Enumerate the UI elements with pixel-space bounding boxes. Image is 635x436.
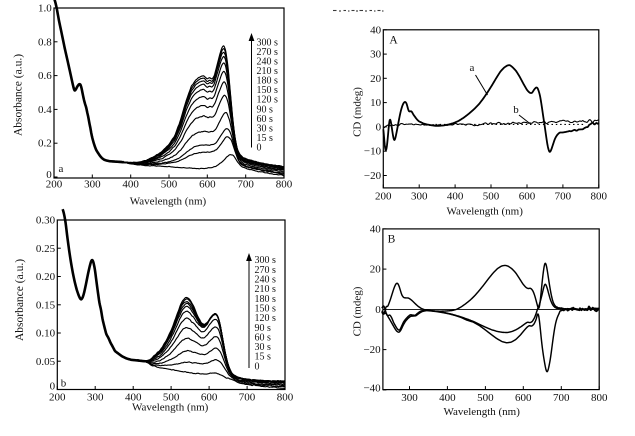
svg-text:800: 800 — [277, 391, 294, 403]
svg-text:a: a — [59, 163, 64, 175]
svg-text:40: 40 — [370, 24, 382, 36]
svg-text:0: 0 — [257, 142, 262, 153]
svg-text:800: 800 — [276, 179, 293, 191]
svg-text:180 s: 180 s — [257, 76, 279, 87]
svg-text:40: 40 — [370, 223, 382, 235]
svg-text:400: 400 — [122, 179, 139, 191]
svg-text:0: 0 — [375, 304, 381, 316]
svg-text:300: 300 — [411, 190, 428, 202]
svg-text:600: 600 — [515, 392, 532, 404]
svg-text:150 s: 150 s — [257, 85, 279, 96]
svg-text:0.8: 0.8 — [38, 36, 52, 48]
svg-text:150 s: 150 s — [255, 303, 277, 314]
svg-text:400: 400 — [439, 392, 456, 404]
svg-text:0: 0 — [46, 169, 52, 181]
svg-text:210 s: 210 s — [257, 66, 279, 77]
svg-text:20: 20 — [370, 73, 382, 85]
svg-text:0.20: 0.20 — [36, 271, 56, 283]
svg-text:0.6: 0.6 — [38, 70, 52, 82]
svg-text:Wavelength (nm): Wavelength (nm) — [130, 196, 207, 208]
svg-text:0: 0 — [376, 121, 382, 133]
svg-text:−10: −10 — [364, 146, 382, 158]
svg-text:15 s: 15 s — [257, 133, 274, 144]
svg-text:300: 300 — [401, 392, 418, 404]
svg-text:240 s: 240 s — [255, 275, 277, 286]
svg-text:240 s: 240 s — [257, 57, 279, 68]
svg-text:b: b — [61, 378, 67, 390]
svg-text:120 s: 120 s — [257, 95, 279, 106]
svg-text:−20: −20 — [364, 170, 382, 182]
svg-text:0.05: 0.05 — [36, 356, 56, 368]
svg-text:600: 600 — [201, 391, 218, 403]
svg-text:700: 700 — [553, 392, 570, 404]
svg-text:20: 20 — [370, 264, 382, 276]
svg-text:500: 500 — [477, 392, 494, 404]
svg-text:200: 200 — [49, 391, 66, 403]
svg-text:10: 10 — [370, 97, 382, 109]
svg-text:600: 600 — [199, 179, 216, 191]
svg-text:A: A — [389, 35, 398, 47]
svg-text:90 s: 90 s — [257, 104, 274, 115]
svg-text:800: 800 — [591, 392, 608, 404]
svg-text:800: 800 — [591, 190, 608, 202]
svg-text:500: 500 — [161, 179, 178, 191]
svg-text:60 s: 60 s — [257, 114, 274, 125]
svg-text:400: 400 — [447, 190, 464, 202]
svg-text:90 s: 90 s — [255, 323, 272, 334]
svg-text:0.30: 0.30 — [36, 215, 56, 227]
svg-text:0.4: 0.4 — [38, 104, 52, 116]
svg-text:200: 200 — [375, 190, 392, 202]
svg-text:30: 30 — [370, 49, 382, 61]
svg-text:270 s: 270 s — [257, 47, 279, 58]
svg-text:700: 700 — [237, 179, 254, 191]
svg-text:Absorbance (a.u.): Absorbance (a.u.) — [13, 54, 25, 136]
svg-text:0: 0 — [255, 361, 260, 372]
svg-text:−40: −40 — [363, 382, 381, 394]
svg-text:300: 300 — [84, 179, 101, 191]
svg-text:a: a — [470, 62, 475, 74]
svg-text:0.10: 0.10 — [36, 328, 56, 340]
svg-text:120 s: 120 s — [255, 313, 277, 324]
svg-text:Wavelength (nm): Wavelength (nm) — [132, 402, 209, 414]
svg-text:CD (mdeg): CD (mdeg) — [352, 286, 364, 336]
svg-text:15 s: 15 s — [255, 352, 272, 363]
svg-text:600: 600 — [519, 190, 536, 202]
svg-text:180 s: 180 s — [255, 294, 277, 305]
svg-text:0.15: 0.15 — [36, 299, 56, 311]
svg-text:0.2: 0.2 — [38, 138, 52, 150]
svg-text:1.0: 1.0 — [38, 3, 52, 15]
svg-text:210 s: 210 s — [255, 284, 277, 295]
svg-text:B: B — [388, 234, 396, 246]
svg-text:−20: −20 — [363, 344, 381, 356]
svg-text:0.25: 0.25 — [36, 243, 56, 255]
svg-text:30 s: 30 s — [257, 123, 274, 134]
svg-text:CD (mdeg): CD (mdeg) — [352, 87, 364, 137]
svg-text:400: 400 — [125, 391, 142, 403]
svg-text:270 s: 270 s — [255, 265, 277, 276]
svg-text:b: b — [513, 104, 519, 116]
svg-text:300 s: 300 s — [255, 255, 277, 266]
svg-text:30 s: 30 s — [255, 342, 272, 353]
svg-text:Wavelength (nm): Wavelength (nm) — [443, 406, 520, 418]
svg-text:300 s: 300 s — [257, 37, 279, 48]
svg-text:Absorbance (a.u.): Absorbance (a.u.) — [14, 259, 26, 341]
svg-text:60 s: 60 s — [255, 332, 272, 343]
svg-text:300: 300 — [87, 391, 104, 403]
svg-text:200: 200 — [46, 179, 63, 191]
svg-text:500: 500 — [483, 190, 500, 202]
svg-text:500: 500 — [163, 391, 180, 403]
svg-text:700: 700 — [555, 190, 572, 202]
svg-text:Wavelength (nm): Wavelength (nm) — [446, 206, 523, 218]
svg-text:700: 700 — [239, 391, 256, 403]
svg-text:0: 0 — [50, 380, 56, 392]
